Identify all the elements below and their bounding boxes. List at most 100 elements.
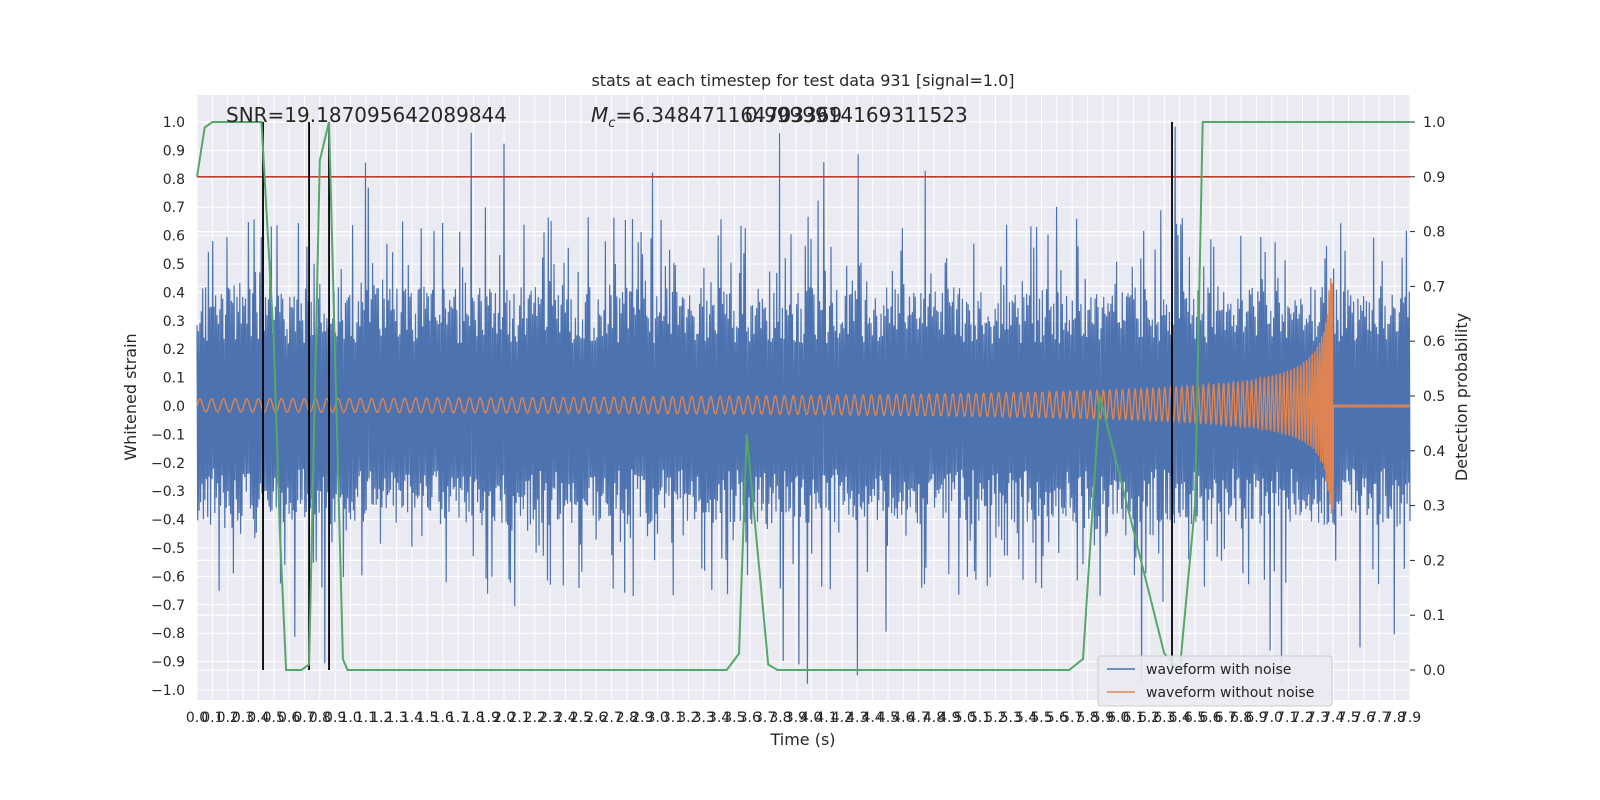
x-tick-label: 4.9 bbox=[938, 710, 960, 726]
x-ticks: 0.00.10.20.30.40.50.60.70.80.91.01.11.21… bbox=[186, 710, 1421, 726]
x-tick-label: 6.2 bbox=[1138, 710, 1160, 726]
legend-label-clean: waveform without noise bbox=[1146, 685, 1314, 701]
x-tick-label: 5.1 bbox=[969, 710, 991, 726]
x-tick-label: 7.3 bbox=[1307, 710, 1329, 726]
x-tick-label: 2.3 bbox=[539, 710, 561, 726]
x-tick-label: 6.8 bbox=[1230, 710, 1252, 726]
x-tick-label: 2.6 bbox=[585, 710, 607, 726]
y2-tick-label: 0.3 bbox=[1423, 499, 1445, 515]
x-tick-label: 1.0 bbox=[339, 710, 361, 726]
y2-tick-label: 0.5 bbox=[1423, 389, 1445, 405]
y-tick-label: 0.8 bbox=[163, 172, 185, 188]
x-tick-label: 0.7 bbox=[293, 710, 315, 726]
x-tick-label: 4.5 bbox=[877, 710, 899, 726]
x-tick-label: 3.1 bbox=[662, 710, 684, 726]
y-axis-title: Whitened strain bbox=[121, 333, 140, 460]
x-tick-label: 7.2 bbox=[1291, 710, 1313, 726]
x-tick-label: 2.5 bbox=[570, 710, 592, 726]
y-tick-label: 0.7 bbox=[163, 200, 185, 216]
x-tick-label: 0.0 bbox=[186, 710, 208, 726]
x-tick-label: 4.4 bbox=[861, 710, 883, 726]
x-tick-label: 4.7 bbox=[908, 710, 930, 726]
y-tick-label: 0.9 bbox=[163, 143, 185, 159]
legend: waveform with noise waveform without noi… bbox=[1097, 655, 1333, 707]
y-tick-label: 0.0 bbox=[163, 399, 185, 415]
series-waveform-with-noise bbox=[196, 126, 1411, 684]
x-tick-label: 5.5 bbox=[1030, 710, 1052, 726]
x-tick-label: 1.3 bbox=[385, 710, 407, 726]
x-tick-label: 3.9 bbox=[785, 710, 807, 726]
x-tick-label: 5.4 bbox=[1015, 710, 1037, 726]
x-tick-label: 2.2 bbox=[524, 710, 546, 726]
series-waveform-without-noise bbox=[196, 280, 1411, 514]
x-tick-label: 1.1 bbox=[355, 710, 377, 726]
x-tick-label: 1.8 bbox=[462, 710, 484, 726]
chart-title: stats at each timestep for test data 931… bbox=[591, 71, 1014, 90]
x-tick-label: 0.9 bbox=[324, 710, 346, 726]
x-tick-label: 3.6 bbox=[739, 710, 761, 726]
x-tick-label: 7.7 bbox=[1368, 710, 1390, 726]
chirp-mass-symbol: M bbox=[591, 103, 608, 127]
x-tick-label: 4.1 bbox=[815, 710, 837, 726]
x-tick-label: 3.2 bbox=[677, 710, 699, 726]
x-tick-label: 6.6 bbox=[1199, 710, 1221, 726]
x-tick-label: 6.4 bbox=[1169, 710, 1191, 726]
x-tick-label: 6.5 bbox=[1184, 710, 1206, 726]
y-tick-label: −1.0 bbox=[151, 683, 185, 699]
y2-tick-label: 1.0 bbox=[1423, 115, 1445, 131]
x-tick-label: 2.8 bbox=[616, 710, 638, 726]
x-tick-label: 7.4 bbox=[1322, 710, 1344, 726]
y-tick-label: 1.0 bbox=[163, 115, 185, 131]
x-tick-label: 4.8 bbox=[923, 710, 945, 726]
x-tick-label: 2.1 bbox=[508, 710, 530, 726]
chirp-mass-subscript: c bbox=[608, 116, 615, 131]
x-tick-label: 5.9 bbox=[1092, 710, 1114, 726]
x-tick-label: 2.9 bbox=[631, 710, 653, 726]
y-tick-label: −0.7 bbox=[151, 598, 185, 614]
y-tick-label: 0.5 bbox=[163, 257, 185, 273]
y2-tick-label: 0.9 bbox=[1423, 170, 1445, 186]
y-tick-label: 0.4 bbox=[163, 285, 185, 301]
x-tick-label: 5.0 bbox=[954, 710, 976, 726]
x-tick-label: 4.6 bbox=[892, 710, 914, 726]
x-tick-label: 4.0 bbox=[800, 710, 822, 726]
y2-tick-label: 0.0 bbox=[1423, 663, 1445, 679]
vertical-markers bbox=[262, 122, 1173, 670]
y2-tick-label: 0.6 bbox=[1423, 334, 1445, 350]
x-tick-label: 3.4 bbox=[708, 710, 730, 726]
x-tick-label: 7.6 bbox=[1353, 710, 1375, 726]
x-tick-label: 5.3 bbox=[1000, 710, 1022, 726]
x-tick-label: 1.9 bbox=[478, 710, 500, 726]
x-tick-label: 6.3 bbox=[1153, 710, 1175, 726]
y2-axis-title: Detection probability bbox=[1452, 313, 1471, 481]
x-tick-label: 4.3 bbox=[846, 710, 868, 726]
y-tick-label: 0.6 bbox=[163, 229, 185, 245]
x-tick-label: 1.4 bbox=[401, 710, 423, 726]
x-tick-label: 1.5 bbox=[416, 710, 438, 726]
x-tick-label: 5.6 bbox=[1046, 710, 1068, 726]
x-tick-label: 0.1 bbox=[201, 710, 223, 726]
y2-tick-label: 0.8 bbox=[1423, 225, 1445, 241]
probability-line bbox=[196, 121, 1410, 673]
y2-tick-label: 0.4 bbox=[1423, 444, 1445, 460]
x-tick-label: 1.7 bbox=[447, 710, 469, 726]
y-tick-label: −0.8 bbox=[151, 626, 185, 642]
y-tick-label: −0.4 bbox=[151, 513, 185, 529]
x-tick-label: 3.0 bbox=[647, 710, 669, 726]
y-tick-label: 0.1 bbox=[163, 371, 185, 387]
x-tick-label: 6.9 bbox=[1245, 710, 1267, 726]
y2-tick-label: 0.1 bbox=[1423, 608, 1445, 624]
y-ticks: 1.0 0.9 0.8 0.7 0.6 0.5 0.4 0.3 0.2 0.1 0.0 −0.1 −0.… bbox=[151, 115, 185, 699]
x-tick-label: 6.1 bbox=[1122, 710, 1144, 726]
x-tick-label: 7.9 bbox=[1399, 710, 1421, 726]
snr-annotation: SNR=19.187095642089844 bbox=[226, 103, 507, 127]
x-tick-label: 2.4 bbox=[554, 710, 576, 726]
chirp-mass-value: =6.348471164703369 bbox=[615, 103, 842, 127]
y2-tick-label: 0.7 bbox=[1423, 279, 1445, 295]
y-tick-label: −0.5 bbox=[151, 541, 185, 557]
x-tick-label: 3.5 bbox=[723, 710, 745, 726]
y2-ticks: 1.0 0.9 0.8 0.7 0.6 0.5 0.4 0.3 0.2 0.1 0.0 bbox=[1410, 115, 1445, 679]
y-tick-label: −0.1 bbox=[151, 427, 185, 443]
y-tick-label: −0.3 bbox=[151, 484, 185, 500]
